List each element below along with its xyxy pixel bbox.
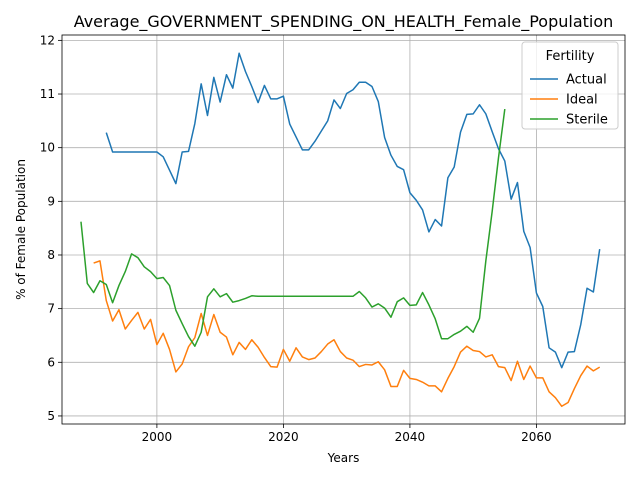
y-tick-label: 6: [47, 355, 55, 369]
y-tick-label: 12: [40, 33, 55, 47]
chart-title: Average_GOVERNMENT_SPENDING_ON_HEALTH_Fe…: [74, 12, 614, 32]
legend-box: [521, 41, 619, 130]
legend-title: Fertility: [546, 49, 595, 64]
legend-label-actual: Actual: [566, 73, 607, 88]
x-tick-label: 2040: [395, 430, 426, 444]
plot-frame: [61, 34, 626, 425]
series-line-ideal: [93, 260, 601, 408]
y-tick-label: 5: [47, 409, 55, 423]
legend-label-ideal: Ideal: [566, 93, 598, 108]
x-tick-label: 2060: [521, 430, 552, 444]
series-line-actual: [105, 52, 601, 369]
legend: Fertility Actual Ideal Sterile: [521, 41, 619, 130]
x-tick-label: 2020: [268, 430, 299, 444]
series-lines: [80, 52, 601, 408]
y-tick-label: 10: [40, 141, 55, 155]
x-axis-label: Years: [327, 451, 360, 465]
series-line-sterile: [80, 108, 506, 347]
y-tick-label: 11: [40, 87, 55, 101]
y-axis-label: % of Female Population: [14, 159, 28, 300]
x-tick-label: 2000: [142, 430, 173, 444]
y-tick-label: 8: [47, 248, 55, 262]
y-tick-label: 9: [47, 194, 55, 208]
y-tick-label: 7: [47, 302, 55, 316]
axis-ticks: 2000 2020 2040 2060 5 6 7 8 9 10 11 12: [40, 33, 552, 444]
legend-label-sterile: Sterile: [566, 113, 608, 128]
